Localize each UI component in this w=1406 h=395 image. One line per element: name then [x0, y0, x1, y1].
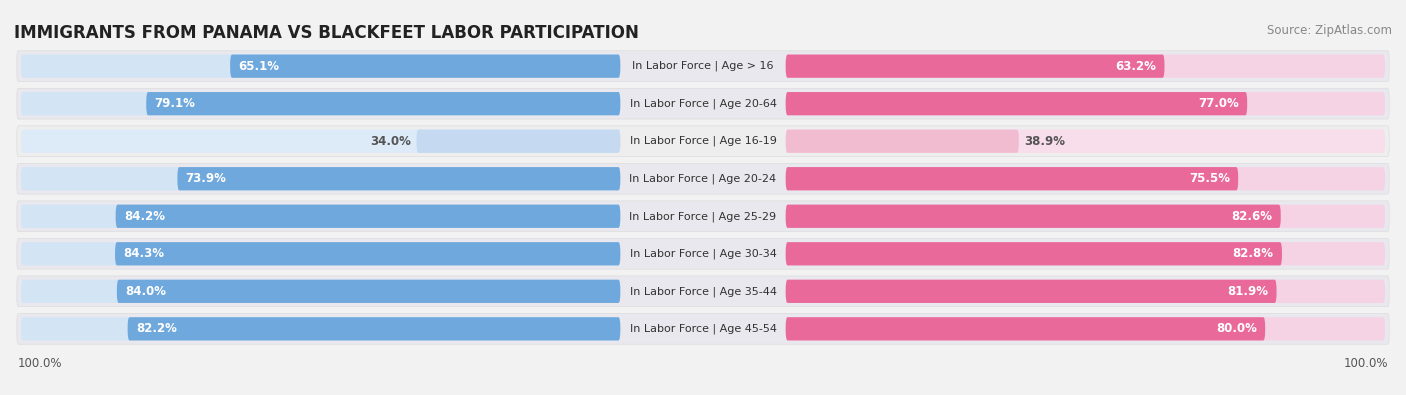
Text: In Labor Force | Age 25-29: In Labor Force | Age 25-29: [630, 211, 776, 222]
Text: 84.3%: 84.3%: [124, 247, 165, 260]
FancyBboxPatch shape: [21, 55, 620, 78]
FancyBboxPatch shape: [786, 130, 1385, 153]
Text: 79.1%: 79.1%: [155, 97, 195, 110]
FancyBboxPatch shape: [786, 280, 1385, 303]
Text: 84.2%: 84.2%: [124, 210, 165, 223]
FancyBboxPatch shape: [117, 280, 620, 303]
FancyBboxPatch shape: [17, 126, 1389, 156]
FancyBboxPatch shape: [416, 130, 620, 153]
Text: In Labor Force | Age > 16: In Labor Force | Age > 16: [633, 61, 773, 71]
FancyBboxPatch shape: [786, 205, 1385, 228]
Text: In Labor Force | Age 20-64: In Labor Force | Age 20-64: [630, 98, 776, 109]
Text: 80.0%: 80.0%: [1216, 322, 1257, 335]
Text: 100.0%: 100.0%: [17, 357, 62, 370]
FancyBboxPatch shape: [786, 317, 1385, 340]
FancyBboxPatch shape: [786, 280, 1277, 303]
FancyBboxPatch shape: [21, 205, 620, 228]
FancyBboxPatch shape: [786, 167, 1385, 190]
Text: In Labor Force | Age 16-19: In Labor Force | Age 16-19: [630, 136, 776, 147]
FancyBboxPatch shape: [786, 130, 1019, 153]
Text: 82.2%: 82.2%: [136, 322, 177, 335]
Text: In Labor Force | Age 20-24: In Labor Force | Age 20-24: [630, 173, 776, 184]
FancyBboxPatch shape: [786, 167, 1239, 190]
Text: 34.0%: 34.0%: [370, 135, 411, 148]
Text: 65.1%: 65.1%: [239, 60, 280, 73]
Text: 82.6%: 82.6%: [1232, 210, 1272, 223]
Text: In Labor Force | Age 35-44: In Labor Force | Age 35-44: [630, 286, 776, 297]
FancyBboxPatch shape: [786, 55, 1164, 78]
FancyBboxPatch shape: [17, 314, 1389, 344]
FancyBboxPatch shape: [17, 201, 1389, 231]
FancyBboxPatch shape: [17, 88, 1389, 119]
FancyBboxPatch shape: [21, 280, 620, 303]
Text: 81.9%: 81.9%: [1227, 285, 1268, 298]
FancyBboxPatch shape: [21, 167, 620, 190]
FancyBboxPatch shape: [128, 317, 620, 340]
Text: 82.8%: 82.8%: [1233, 247, 1274, 260]
FancyBboxPatch shape: [21, 317, 620, 340]
Text: 75.5%: 75.5%: [1189, 172, 1230, 185]
FancyBboxPatch shape: [786, 55, 1385, 78]
Text: 63.2%: 63.2%: [1115, 60, 1156, 73]
FancyBboxPatch shape: [786, 242, 1282, 265]
FancyBboxPatch shape: [21, 242, 620, 265]
FancyBboxPatch shape: [21, 130, 620, 153]
FancyBboxPatch shape: [146, 92, 620, 115]
FancyBboxPatch shape: [17, 276, 1389, 307]
FancyBboxPatch shape: [17, 164, 1389, 194]
FancyBboxPatch shape: [17, 51, 1389, 81]
FancyBboxPatch shape: [231, 55, 620, 78]
FancyBboxPatch shape: [786, 92, 1385, 115]
FancyBboxPatch shape: [21, 92, 620, 115]
Text: 73.9%: 73.9%: [186, 172, 226, 185]
Text: IMMIGRANTS FROM PANAMA VS BLACKFEET LABOR PARTICIPATION: IMMIGRANTS FROM PANAMA VS BLACKFEET LABO…: [14, 24, 638, 42]
Text: 100.0%: 100.0%: [1344, 357, 1389, 370]
Text: 38.9%: 38.9%: [1025, 135, 1066, 148]
FancyBboxPatch shape: [115, 242, 620, 265]
FancyBboxPatch shape: [786, 205, 1281, 228]
FancyBboxPatch shape: [177, 167, 620, 190]
Text: 84.0%: 84.0%: [125, 285, 166, 298]
Text: In Labor Force | Age 30-34: In Labor Force | Age 30-34: [630, 248, 776, 259]
Text: 77.0%: 77.0%: [1198, 97, 1239, 110]
Text: Source: ZipAtlas.com: Source: ZipAtlas.com: [1267, 24, 1392, 37]
FancyBboxPatch shape: [786, 317, 1265, 340]
FancyBboxPatch shape: [786, 242, 1385, 265]
FancyBboxPatch shape: [115, 205, 620, 228]
Text: In Labor Force | Age 45-54: In Labor Force | Age 45-54: [630, 324, 776, 334]
FancyBboxPatch shape: [17, 239, 1389, 269]
FancyBboxPatch shape: [786, 92, 1247, 115]
